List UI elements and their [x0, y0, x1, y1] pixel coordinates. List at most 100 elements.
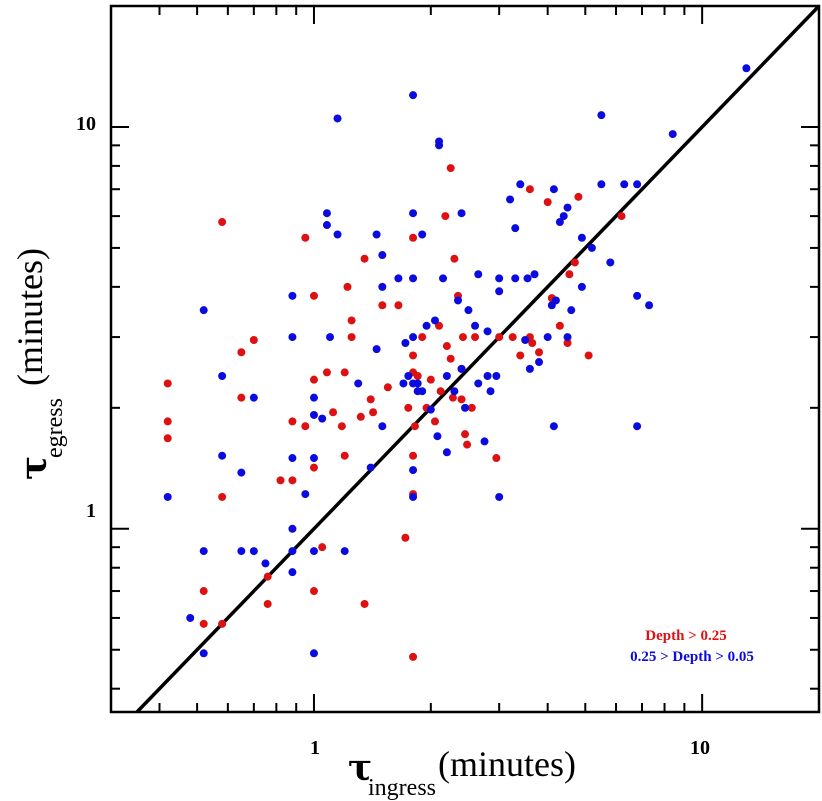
data-point: [356, 412, 365, 421]
data-point: [523, 274, 532, 283]
data-point: [418, 387, 427, 396]
data-point: [309, 463, 318, 472]
data-point: [326, 333, 335, 342]
data-point: [577, 282, 586, 291]
data-point: [457, 209, 466, 218]
reference-line: [135, 4, 821, 714]
data-point: [263, 599, 272, 608]
data-point: [525, 185, 534, 194]
data-point: [186, 613, 195, 622]
data-point: [318, 414, 327, 423]
x-axis-symbol: τ: [348, 747, 372, 789]
data-point: [409, 652, 418, 661]
data-point: [563, 333, 572, 342]
data-point: [461, 430, 470, 439]
data-point: [288, 568, 297, 577]
data-point: [535, 358, 544, 367]
data-point: [347, 333, 356, 342]
data-point: [237, 547, 246, 556]
data-point: [309, 547, 318, 556]
data-point: [597, 111, 606, 120]
legend-entry-deep: Depth > 0.25: [645, 628, 726, 644]
data-point: [742, 64, 751, 73]
data-point: [471, 333, 480, 342]
data-point: [394, 301, 403, 310]
data-point: [450, 254, 459, 263]
data-point: [249, 393, 258, 402]
data-point: [378, 301, 387, 310]
data-point: [543, 333, 552, 342]
data-point: [511, 224, 520, 233]
data-point: [467, 403, 476, 412]
data-point: [263, 572, 272, 581]
data-point: [577, 233, 586, 242]
reference-line-group: [135, 4, 821, 714]
data-point: [309, 454, 318, 463]
data-point: [525, 364, 534, 373]
data-point: [372, 345, 381, 354]
data-point: [492, 454, 501, 463]
data-point: [565, 270, 574, 279]
data-point: [474, 270, 483, 279]
data-point: [199, 306, 208, 315]
x-axis-title: τ ingress (minutes): [348, 744, 576, 801]
data-point: [483, 327, 492, 336]
data-point: [587, 243, 596, 252]
data-point: [309, 410, 318, 419]
data-point: [483, 372, 492, 381]
data-point: [378, 251, 387, 260]
y-axis-label: (minutes): [10, 248, 50, 386]
data-point: [288, 333, 297, 342]
data-point: [218, 451, 227, 460]
data-point: [369, 408, 378, 417]
data-point: [413, 372, 422, 381]
data-point: [309, 393, 318, 402]
data-point: [343, 282, 352, 291]
x-tick-label-10: 10: [690, 737, 710, 759]
data-point: [276, 476, 285, 485]
data-point: [511, 274, 520, 283]
data-point: [516, 180, 525, 189]
data-point: [372, 230, 381, 239]
data-point: [399, 379, 408, 388]
data-point: [448, 393, 457, 402]
data-point: [495, 274, 504, 283]
data-point: [318, 543, 327, 552]
data-point: [559, 212, 568, 221]
data-point: [543, 198, 552, 207]
data-point: [409, 466, 418, 475]
data-point: [409, 333, 418, 342]
data-point: [422, 321, 431, 330]
data-point: [668, 130, 677, 139]
data-point: [261, 559, 270, 568]
data-point: [366, 395, 375, 404]
data-point: [322, 221, 331, 230]
data-points: [163, 64, 751, 661]
data-point: [288, 476, 297, 485]
data-point: [409, 274, 418, 283]
data-point: [366, 463, 375, 472]
data-point: [633, 422, 642, 431]
data-point: [555, 218, 564, 227]
y-axis-symbol: τ: [13, 456, 55, 480]
data-point: [309, 375, 318, 384]
data-point: [347, 316, 356, 325]
data-point: [329, 408, 338, 417]
data-point: [378, 422, 387, 431]
data-point: [237, 348, 246, 357]
data-point: [433, 432, 442, 441]
x-tick-label-1: 1: [310, 737, 320, 759]
data-point: [383, 383, 392, 392]
data-point: [521, 336, 530, 345]
data-point: [439, 274, 448, 283]
data-point: [218, 619, 227, 628]
data-point: [442, 342, 451, 351]
data-point: [340, 547, 349, 556]
data-point: [506, 195, 515, 204]
data-point: [333, 114, 342, 123]
data-point: [457, 364, 466, 373]
data-point: [309, 587, 318, 596]
data-point: [495, 492, 504, 501]
data-point: [218, 492, 227, 501]
